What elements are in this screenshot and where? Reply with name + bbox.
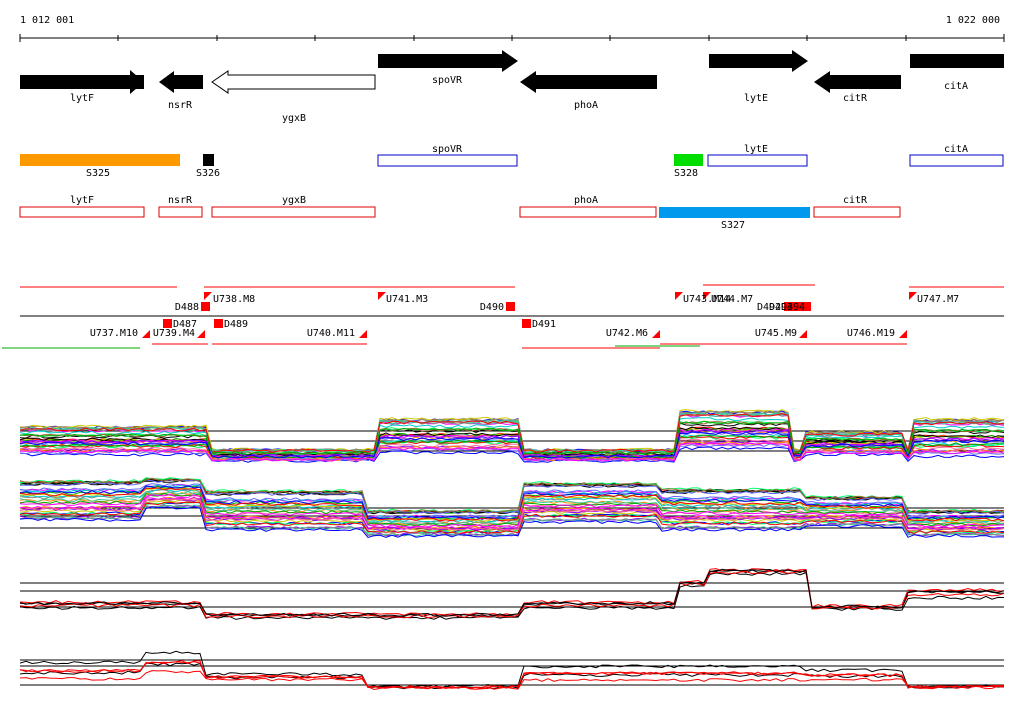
upshift-label[interactable]: U743.M14	[683, 294, 731, 305]
segment-S327[interactable]: S327	[659, 207, 810, 231]
segment-S325[interactable]: S325	[20, 154, 180, 179]
segment-label-S326: S326	[196, 168, 220, 179]
segment-label-S325: S325	[86, 168, 110, 179]
ruler-end-label: 1 022 000	[946, 15, 1000, 26]
segment-S328[interactable]: S328	[674, 154, 703, 179]
expression-panel-4	[19, 650, 1005, 691]
expression-panels	[19, 409, 1005, 691]
upshift-label[interactable]: U745.M9	[755, 328, 797, 339]
upshift-label[interactable]: U737.M10	[90, 328, 138, 339]
reverse-box-phoA[interactable]: phoA	[519, 195, 657, 218]
reverse-box-nsrR[interactable]: nsrR	[158, 195, 203, 218]
downshift-label[interactable]: D487	[173, 319, 197, 330]
coordinate-ruler: 1 012 001 1 022 000	[19, 15, 1005, 42]
forward-box-label-citA: citA	[944, 144, 968, 155]
reverse-box-label-citR: citR	[843, 195, 868, 206]
gene-label-lytF: lytF	[70, 93, 94, 104]
upshift-label[interactable]: U746.M19	[847, 328, 895, 339]
gene-label-lytE: lytE	[744, 93, 768, 104]
gene-label-spoVR: spoVR	[432, 75, 463, 86]
gene-citR[interactable]: citR	[814, 71, 901, 104]
reverse-box-ygxB[interactable]: ygxB	[211, 195, 376, 218]
downshift-label[interactable]: D492	[757, 302, 781, 313]
downshift-label[interactable]: D490	[480, 302, 504, 313]
gene-lytE[interactable]: lytE	[709, 50, 808, 104]
segment-S326[interactable]: S326	[196, 154, 220, 179]
forward-feature-track: spoVR lytE citA	[377, 144, 1004, 167]
forward-box-citA[interactable]: citA	[909, 144, 1004, 167]
gene-citA[interactable]: citA	[910, 54, 1004, 92]
gene-label-phoA: phoA	[574, 100, 598, 111]
upshift-label[interactable]: U740.M11	[307, 328, 355, 339]
forward-box-lytE[interactable]: lytE	[707, 144, 808, 167]
reverse-box-label-lytF: lytF	[70, 195, 94, 206]
segment-label-S328: S328	[674, 168, 698, 179]
gene-spoVR[interactable]: spoVR	[378, 50, 518, 86]
expression-panel-3	[19, 568, 1005, 620]
downshift-label[interactable]: D488	[175, 302, 199, 313]
gene-label-citR: citR	[843, 93, 868, 104]
segment-label-S327: S327	[721, 220, 745, 231]
forward-box-label-lytE: lytE	[744, 144, 768, 155]
downshift-label[interactable]: D494	[781, 302, 805, 313]
reverse-box-label-nsrR: nsrR	[168, 195, 193, 206]
ruler-start-label: 1 012 001	[20, 15, 74, 26]
reverse-box-lytF[interactable]: lytF	[19, 195, 145, 218]
upshift-label[interactable]: U747.M7	[917, 294, 959, 305]
upshift-label[interactable]: U739.M4	[153, 328, 195, 339]
upshift-label[interactable]: U741.M3	[386, 294, 428, 305]
upshift-label[interactable]: U738.M8	[213, 294, 255, 305]
gene-ygxB[interactable]: ygxB	[211, 70, 376, 124]
downshift-label[interactable]: D493	[769, 302, 793, 313]
gene-label-ygxB: ygxB	[282, 113, 306, 124]
downshift-label[interactable]: D489	[224, 319, 248, 330]
forward-box-spoVR[interactable]: spoVR	[377, 144, 518, 167]
reverse-box-label-ygxB: ygxB	[282, 195, 306, 206]
reverse-box-label-phoA: phoA	[574, 195, 598, 206]
forward-box-label-spoVR: spoVR	[432, 144, 463, 155]
gene-label-citA: citA	[944, 81, 968, 92]
downshift-label[interactable]: D491	[532, 319, 556, 330]
segment-track: S325 S326 S328 S327	[20, 154, 810, 231]
expression-panel-2	[19, 477, 1005, 538]
gene-label-nsrR: nsrR	[168, 100, 193, 111]
upshift-label[interactable]: U744.M7	[711, 294, 753, 305]
reverse-box-citR[interactable]: citR	[813, 195, 901, 218]
reverse-feature-track: lytF nsrR ygxB phoA citR	[19, 195, 901, 218]
gene-phoA[interactable]: phoA	[520, 71, 657, 111]
upshift-label[interactable]: U742.M6	[606, 328, 648, 339]
gene-nsrR[interactable]: nsrR	[159, 71, 203, 111]
gene-track: lytF nsrR ygxB spoVR phoA lytE citR cit	[20, 50, 1004, 124]
shift-track: U738.M8 U741.M3 U743.M14 U744.M7 U747.M7…	[2, 284, 1004, 349]
gene-lytF[interactable]: lytF	[20, 70, 144, 104]
expression-panel-1	[19, 409, 1005, 463]
